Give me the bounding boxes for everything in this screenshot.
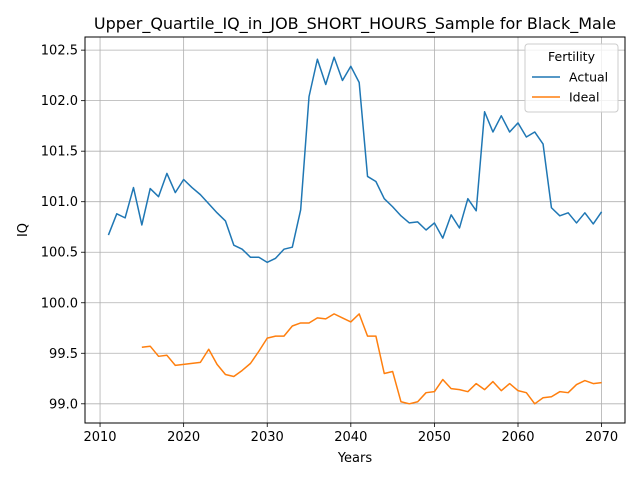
chart-title: Upper_Quartile_IQ_in_JOB_SHORT_HOURS_Sam…	[94, 14, 616, 34]
y-axis-ticks: 99.0 99.5 100.0 100.5 101.0 101.5 102.0 102.5	[41, 44, 85, 412]
x-tick-label: 2010	[83, 430, 116, 445]
x-tick-label: 2060	[501, 430, 534, 445]
series-line-ideal	[141, 313, 602, 405]
x-tick-label: 2020	[167, 430, 200, 445]
y-tick-label: 100.0	[41, 296, 78, 311]
legend-title: Fertility	[548, 49, 596, 64]
y-tick-label: 100.5	[41, 246, 78, 261]
legend-label-actual: Actual	[569, 70, 608, 85]
x-tick-label: 2030	[251, 430, 284, 445]
x-tick-label: 2040	[334, 430, 367, 445]
plot-area-frame	[84, 36, 626, 424]
y-tick-label: 101.5	[41, 145, 78, 160]
series-lines	[107, 56, 603, 405]
legend-label-ideal: Ideal	[569, 90, 599, 105]
y-tick-label: 102.5	[41, 44, 78, 59]
x-axis-ticks: 2010 2020 2030 2040 2050 2060 2070	[83, 423, 618, 445]
x-tick-label: 2050	[418, 430, 451, 445]
x-axis-label: Years	[337, 451, 373, 466]
series-line-actual	[107, 56, 603, 264]
legend: Fertility Actual Ideal	[524, 43, 619, 113]
x-tick-label: 2070	[585, 430, 618, 445]
legend-box	[524, 43, 619, 113]
y-tick-label: 99.0	[49, 397, 78, 412]
y-axis-label: IQ	[16, 223, 31, 237]
y-tick-label: 101.0	[41, 195, 78, 210]
y-tick-label: 102.0	[41, 94, 78, 109]
y-tick-label: 99.5	[49, 347, 78, 362]
